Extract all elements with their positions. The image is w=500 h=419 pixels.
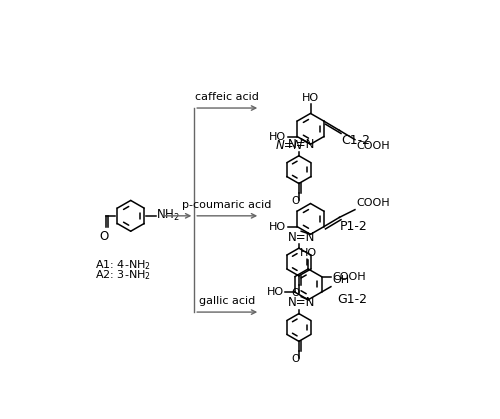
Text: gallic acid: gallic acid — [198, 296, 255, 306]
Text: COOH: COOH — [356, 141, 390, 151]
Text: O: O — [292, 354, 300, 364]
Text: N=N: N=N — [276, 139, 303, 152]
Text: OH: OH — [332, 275, 349, 285]
Text: HO: HO — [269, 132, 286, 142]
Text: caffeic acid: caffeic acid — [195, 92, 258, 102]
Text: HO: HO — [302, 93, 319, 103]
Text: N=N: N=N — [288, 139, 315, 152]
Text: P1-2: P1-2 — [340, 220, 367, 233]
Text: HO: HO — [267, 287, 284, 297]
Text: NH$_2$: NH$_2$ — [156, 208, 180, 223]
Text: p-coumaric acid: p-coumaric acid — [182, 200, 272, 210]
Text: O: O — [99, 230, 108, 243]
Text: A1: 4-NH$_2$: A1: 4-NH$_2$ — [95, 258, 151, 272]
Text: O: O — [292, 288, 300, 298]
Text: HO: HO — [269, 222, 286, 232]
Text: COOH: COOH — [332, 272, 366, 282]
Text: A2: 3-NH$_2$: A2: 3-NH$_2$ — [95, 268, 151, 282]
Text: N=N: N=N — [288, 231, 315, 244]
Text: N=N: N=N — [288, 296, 315, 309]
Text: COOH: COOH — [356, 198, 390, 208]
Text: G1-2: G1-2 — [338, 293, 368, 306]
Text: C1-2: C1-2 — [342, 134, 370, 147]
Text: HO: HO — [300, 248, 316, 258]
Text: O: O — [292, 196, 300, 206]
